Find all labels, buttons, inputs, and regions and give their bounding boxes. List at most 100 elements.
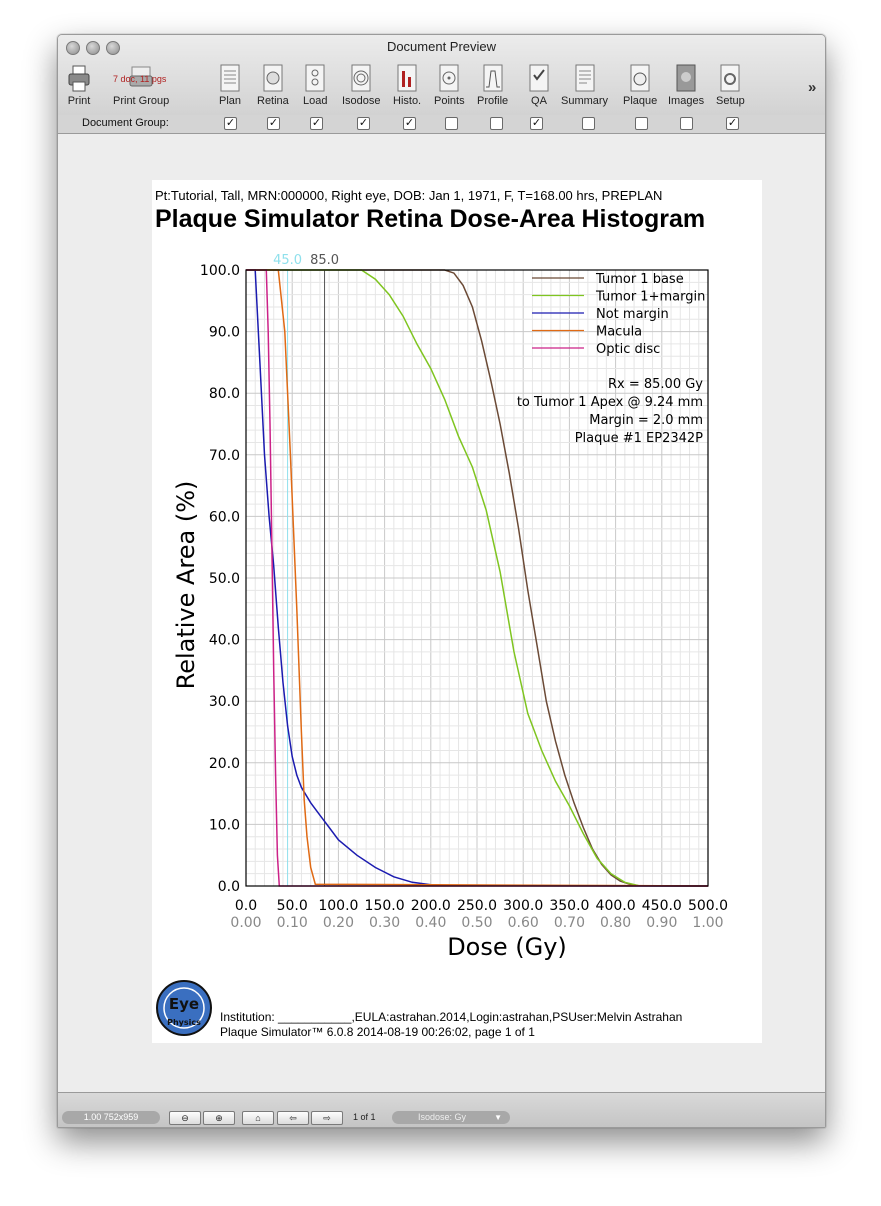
toolbar-label: Isodose [342, 95, 381, 107]
title-bar: Document Preview Print Print Group 7 doc… [58, 35, 825, 116]
zoom-out-button[interactable]: ⊖ [169, 1111, 201, 1125]
group-checkbox-images[interactable] [680, 117, 693, 130]
x-tick-fraction-label: 0.70 [554, 915, 585, 931]
reference-line-label: 45.0 [273, 253, 302, 268]
toolbar-label: Images [668, 95, 705, 107]
toolbar-overflow-button[interactable]: » [808, 79, 817, 96]
x-tick-fraction-label: 0.20 [323, 915, 354, 931]
home-button[interactable]: ⌂ [242, 1111, 274, 1125]
group-checkbox-plaque[interactable] [635, 117, 648, 130]
y-tick-label: 10.0 [209, 817, 240, 833]
toolbar-qa-button[interactable]: QA [527, 63, 551, 107]
plot-frame [245, 269, 709, 887]
footer-version-line: Plaque Simulator™ 6.0.8 2014-08-19 00:26… [220, 1025, 535, 1039]
series-line [246, 269, 709, 887]
group-checkbox-points[interactable] [445, 117, 458, 130]
toolbar-histogram-button[interactable]: Histo. [393, 63, 421, 107]
x-tick-fraction-label: 0.50 [461, 915, 492, 931]
annotation-text: Margin = 2.0 mm [589, 413, 703, 428]
toolbar-print-button[interactable]: Print [67, 63, 91, 107]
group-checkbox-retina[interactable]: ✓ [267, 117, 280, 130]
setup-icon [720, 64, 740, 92]
y-tick-label: 30.0 [209, 694, 240, 710]
y-tick-label: 80.0 [209, 386, 240, 402]
eye-physics-logo: Eye Physics [156, 980, 212, 1036]
y-axis-label: Relative Area (%) [172, 481, 200, 690]
x-tick-label: 150.0 [365, 898, 405, 914]
next-page-button[interactable]: ⇨ [311, 1111, 343, 1125]
qa-icon [529, 64, 549, 92]
toolbar-label: Summary [561, 95, 609, 107]
group-checkbox-profile[interactable] [490, 117, 503, 130]
zoom-window-button[interactable] [106, 41, 120, 55]
annotation-text: Plaque #1 EP2342P [575, 431, 703, 446]
chevron-down-icon: ▼ [494, 1113, 502, 1122]
document-group-bar: Document Group: ✓ ✓ ✓ ✓ ✓ ✓ ✓ [58, 115, 825, 134]
x-tick-fraction-label: 0.30 [369, 915, 400, 931]
toolbar-label: Plan [218, 95, 242, 107]
x-tick-fraction-label: 0.10 [277, 915, 308, 931]
plan-document-icon [220, 64, 240, 92]
x-tick-label: 0.0 [235, 898, 257, 914]
toolbar-print-group-button[interactable]: Print Group [113, 63, 169, 107]
preview-area[interactable]: Pt:Tutorial, Tall, MRN:000000, Right eye… [58, 134, 825, 1092]
toolbar-plaque-button[interactable]: Plaque [623, 63, 657, 107]
status-bar: 1.00 752x959 ⊖ ⊕ ⌂ ⇦ ⇨ 1 of 1 Isodose: G… [58, 1092, 825, 1127]
group-checkbox-qa[interactable]: ✓ [530, 117, 543, 130]
x-axis-label: Dose (Gy) [447, 933, 567, 961]
toolbar-points-button[interactable]: Points [434, 63, 465, 107]
toolbar-load-button[interactable]: Load [303, 63, 327, 107]
patient-info-line: Pt:Tutorial, Tall, MRN:000000, Right eye… [155, 188, 663, 203]
series-line [246, 269, 709, 887]
home-icon: ⌂ [255, 1113, 261, 1123]
zoom-indicator[interactable]: 1.00 752x959 [62, 1111, 160, 1124]
toolbar-label: Plaque [623, 95, 658, 107]
load-icon [305, 64, 325, 92]
toolbar-profile-button[interactable]: Profile [477, 63, 508, 107]
close-window-button[interactable] [66, 41, 80, 55]
toolbar-label: Histo. [393, 95, 422, 107]
group-checkbox-setup[interactable]: ✓ [726, 117, 739, 130]
summary-icon [575, 64, 595, 92]
document-preview-window: Document Preview Print Print Group 7 doc… [57, 34, 826, 1128]
x-tick-fraction-label: 0.90 [646, 915, 677, 931]
x-tick-fraction-label: 0.40 [415, 915, 446, 931]
dose-area-histogram-chart: 45.0 85.0 0.00.0050.00.10100.00.20150.00.… [172, 253, 728, 961]
document-group-label: Document Group: [82, 117, 169, 129]
x-tick-fraction-label: 0.80 [600, 915, 631, 931]
group-checkbox-load[interactable]: ✓ [310, 117, 323, 130]
toolbar-images-button[interactable]: Images [668, 63, 704, 107]
x-tick-label: 300.0 [503, 898, 543, 914]
axis-ticks: 0.00.0050.00.10100.00.20150.00.30200.00.… [200, 263, 728, 931]
series-line [246, 269, 709, 887]
profile-icon [483, 64, 503, 92]
chart-grid [245, 269, 709, 887]
minimize-window-button[interactable] [86, 41, 100, 55]
svg-text:Physics: Physics [167, 1018, 201, 1027]
chart-annotations: Rx = 85.00 Gy to Tumor 1 Apex @ 9.24 mm Ma… [517, 377, 703, 446]
retina-icon [263, 64, 283, 92]
images-icon [676, 64, 696, 92]
toolbar-plan-button[interactable]: Plan [218, 63, 242, 107]
previous-page-icon: ⇦ [289, 1113, 297, 1123]
footer-institution-line: Institution: ___________,EULA:astrahan.2… [220, 1010, 683, 1024]
legend-label: Macula [596, 325, 642, 340]
x-tick-label: 350.0 [549, 898, 589, 914]
group-checkbox-histogram[interactable]: ✓ [403, 117, 416, 130]
units-dropdown[interactable]: Isodose: Gy ▼ [392, 1111, 510, 1124]
toolbar-retina-button[interactable]: Retina [257, 63, 289, 107]
group-checkbox-summary[interactable] [582, 117, 595, 130]
group-checkbox-isodose[interactable]: ✓ [357, 117, 370, 130]
zoom-in-button[interactable]: ⊕ [203, 1111, 235, 1125]
y-tick-label: 100.0 [200, 263, 240, 279]
legend-label: Optic disc [596, 342, 660, 357]
toolbar-setup-button[interactable]: Setup [716, 63, 745, 107]
toolbar-isodose-button[interactable]: Isodose [342, 63, 381, 107]
previous-page-button[interactable]: ⇦ [277, 1111, 309, 1125]
toolbar-label: Retina [257, 95, 289, 107]
toolbar-label: Setup [716, 95, 745, 107]
toolbar-summary-button[interactable]: Summary [561, 63, 608, 107]
x-tick-label: 450.0 [642, 898, 682, 914]
toolbar-label: Profile [477, 95, 509, 107]
group-checkbox-plan[interactable]: ✓ [224, 117, 237, 130]
